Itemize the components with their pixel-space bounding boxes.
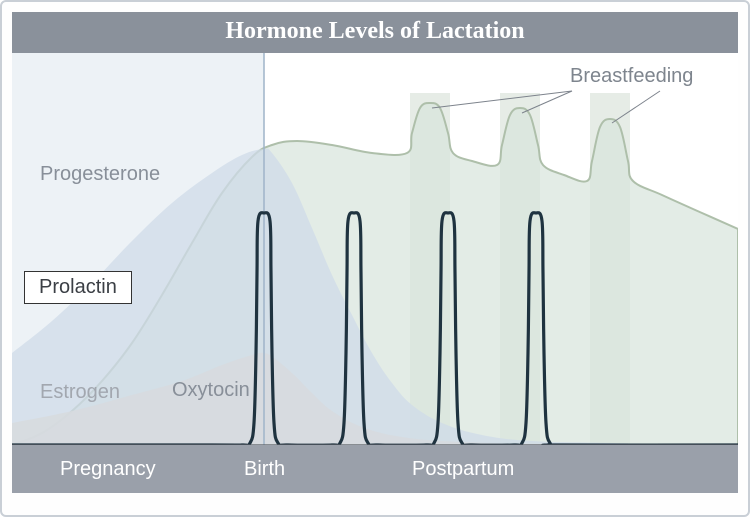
label-breastfeeding: Breastfeeding (570, 65, 693, 88)
chart-title: Hormone Levels of Lactation (12, 12, 738, 53)
phase-postpartum: Postpartum (412, 445, 514, 493)
label-estrogen: Estrogen (40, 381, 120, 404)
label-oxytocin: Oxytocin (172, 379, 250, 402)
phase-pregnancy: Pregnancy (60, 445, 156, 493)
label-progesterone: Progesterone (40, 163, 160, 186)
label-prolactin: Prolactin (24, 271, 132, 304)
chart-inner: Hormone Levels of Lactation Progesterone… (12, 12, 738, 505)
chart-frame: Hormone Levels of Lactation Progesterone… (0, 0, 750, 517)
phase-birth: Birth (244, 445, 285, 493)
chart-area: Progesterone Prolactin Estrogen Oxytocin… (12, 53, 738, 493)
